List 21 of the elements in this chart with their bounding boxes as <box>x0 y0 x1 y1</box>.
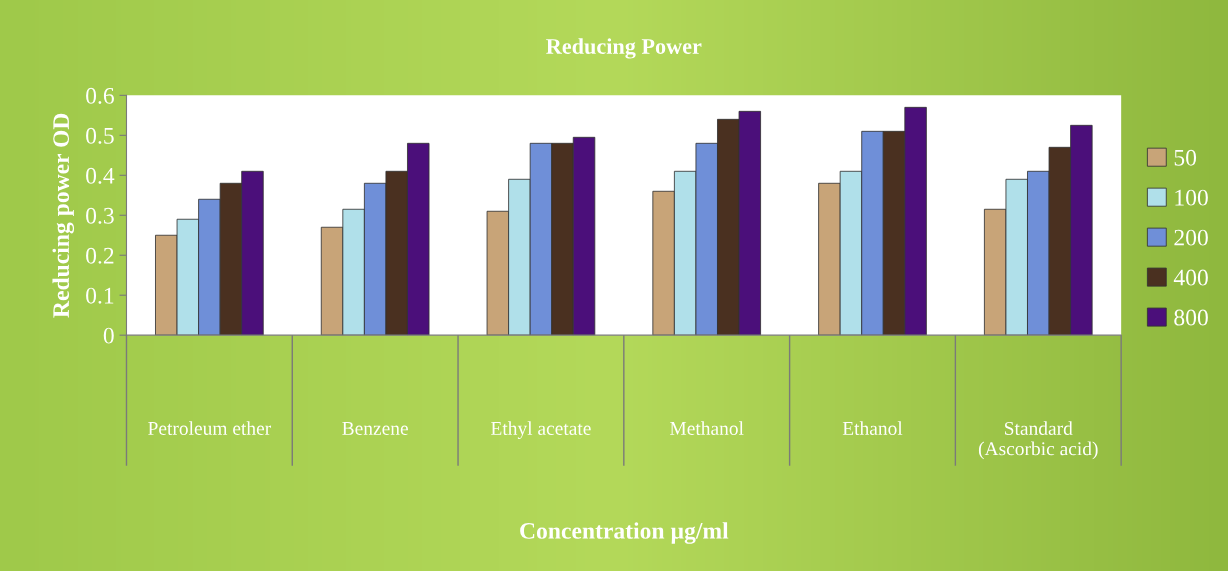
y-axis-title: Reducing power OD <box>52 113 75 318</box>
y-tick-label: 0.5 <box>86 127 114 144</box>
legend-label: 400 <box>1173 269 1208 286</box>
legend-label: 50 <box>1174 149 1197 166</box>
legend-label: 200 <box>1174 229 1208 246</box>
y-tick-label: 0.3 <box>86 207 114 224</box>
y-tick-label: 0 <box>103 327 114 344</box>
y-tick-label: 0.2 <box>86 247 114 264</box>
legend-label: 100 <box>1175 189 1208 206</box>
x-tick-label: Benzene <box>342 422 408 435</box>
chart-title: Reducing Power <box>546 38 702 59</box>
x-axis-title: Concentration µg/ml <box>520 522 729 544</box>
x-tick-label: Ethanol <box>842 421 903 435</box>
y-tick-label: 0.6 <box>86 87 114 104</box>
x-tick-label: Ethyl acetate <box>491 421 591 439</box>
y-tick-label: 0.4 <box>86 167 115 184</box>
x-tick-label: Standard (Ascorbic acid) <box>978 421 1098 460</box>
x-tick-label: Petroleum ether <box>148 421 272 435</box>
x-tick-label: Methanol <box>670 421 744 435</box>
legend-label: 800 <box>1174 309 1208 326</box>
y-tick-label: 0.1 <box>86 287 114 304</box>
